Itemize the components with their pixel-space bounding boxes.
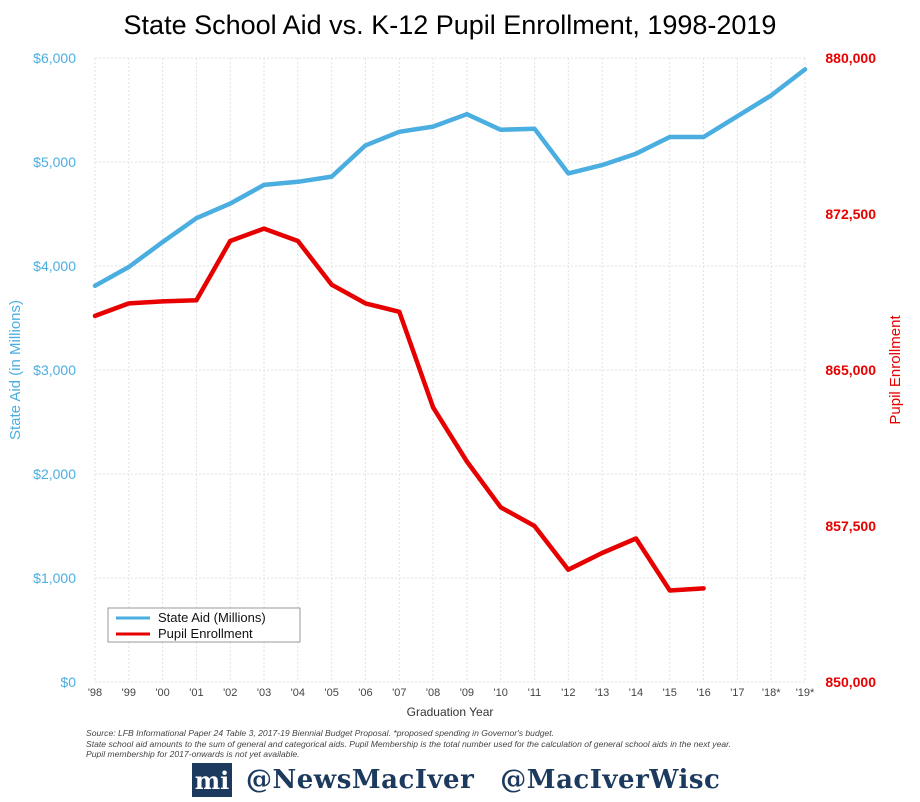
point-enrollment xyxy=(93,313,97,318)
point-enrollment xyxy=(532,524,537,528)
point-state-aid xyxy=(397,129,402,134)
point-enrollment xyxy=(464,459,469,464)
point-state-aid xyxy=(532,126,537,131)
x-tick-label: '19* xyxy=(796,687,815,699)
x-tick-label: '08 xyxy=(426,687,440,699)
point-state-aid xyxy=(803,67,807,72)
y-right-tick-label: 872,500 xyxy=(825,206,876,222)
y-right-tick-label: 857,500 xyxy=(825,518,876,534)
x-axis-ticks: '98 '99 '00 '01 '02 '03 '04 '05 '06 '07 '08 '09 '10 '… xyxy=(88,687,815,699)
point-state-aid xyxy=(295,179,300,184)
x-tick-label: '14 xyxy=(629,687,643,699)
x-tick-label: '05 xyxy=(324,687,338,699)
y-left-tick-label: $4,000 xyxy=(33,258,76,274)
grid xyxy=(94,57,806,683)
x-tick-label: '13 xyxy=(595,687,609,699)
dual-axis-line-chart: $0 $1,000 $2,000 $3,000 $4,000 $5,000 $6,000 8… xyxy=(7,50,904,719)
x-tick-label: '98 xyxy=(88,687,102,699)
point-enrollment xyxy=(633,536,638,541)
maciver-logo: mi xyxy=(192,763,232,797)
x-tick-label: '10 xyxy=(494,687,508,699)
chart-title: State School Aid vs. K-12 Pupil Enrollme… xyxy=(123,10,777,40)
x-tick-label: '16 xyxy=(696,687,710,699)
left-axis-ticks: $0 $1,000 $2,000 $3,000 $4,000 $5,000 $6,000 xyxy=(33,50,76,690)
point-enrollment xyxy=(160,299,165,304)
y-left-tick-label: $1,000 xyxy=(33,570,76,586)
y-left-tick-label: $2,000 xyxy=(33,466,76,482)
legend-box xyxy=(107,607,301,643)
source-line: State school aid amounts to the sum of g… xyxy=(86,738,732,749)
point-state-aid xyxy=(194,216,199,221)
point-enrollment xyxy=(228,239,233,244)
point-state-aid xyxy=(633,151,638,156)
series-line-state-aid xyxy=(92,67,808,289)
point-state-aid xyxy=(262,182,267,187)
point-state-aid xyxy=(431,124,436,129)
legend-label-enrollment: Pupil Enrollment xyxy=(158,626,253,641)
y-left-tick-label: $0 xyxy=(60,674,76,690)
y-left-tick-label: $6,000 xyxy=(33,50,76,66)
point-enrollment xyxy=(126,301,131,306)
legend-label-state-aid: State Aid (Millions) xyxy=(158,610,266,625)
y-right-tick-label: 865,000 xyxy=(825,362,876,378)
source-line: Source: LFB Informational Paper 24 Table… xyxy=(86,728,555,738)
y-right-tick-label: 850,000 xyxy=(825,674,876,690)
point-state-aid xyxy=(93,283,97,288)
point-state-aid xyxy=(498,127,503,132)
point-state-aid xyxy=(769,93,774,98)
point-enrollment xyxy=(701,586,706,591)
point-enrollment xyxy=(295,239,300,244)
right-axis-ticks: 850,000 857,500 865,000 872,500 880,000 xyxy=(825,50,876,690)
point-enrollment xyxy=(498,505,503,510)
source-note: Source: LFB Informational Paper 24 Table… xyxy=(86,728,826,760)
x-tick-label: '18* xyxy=(762,687,781,699)
x-tick-label: '02 xyxy=(223,687,237,699)
point-state-aid xyxy=(160,240,165,245)
point-state-aid xyxy=(735,114,740,119)
point-state-aid xyxy=(228,201,233,206)
point-state-aid xyxy=(126,265,131,270)
x-tick-label: '06 xyxy=(358,687,372,699)
point-state-aid xyxy=(329,174,334,179)
legend: State Aid (Millions) Pupil Enrollment xyxy=(107,607,301,643)
point-enrollment xyxy=(194,298,199,303)
point-state-aid xyxy=(464,112,469,117)
twitter-handle-maciver[interactable]: @MacIverWisc xyxy=(500,765,721,795)
point-enrollment xyxy=(262,226,267,231)
x-tick-label: '12 xyxy=(561,687,575,699)
point-enrollment xyxy=(363,301,368,306)
x-tick-label: '11 xyxy=(528,687,542,699)
x-tick-label: '15 xyxy=(663,687,677,699)
y-right-tick-label: 880,000 xyxy=(825,50,876,66)
point-enrollment xyxy=(566,567,571,572)
point-enrollment xyxy=(667,588,672,593)
x-tick-label: '03 xyxy=(257,687,271,699)
y-left-tick-label: $3,000 xyxy=(33,362,76,378)
y-axis-right-title: Pupil Enrollment xyxy=(887,315,904,425)
y-axis-left-title: State Aid (in Millions) xyxy=(7,300,24,440)
point-enrollment xyxy=(329,282,334,287)
x-tick-label: '99 xyxy=(122,687,136,699)
footer-brand: mi @NewsMacIver @MacIverWisc xyxy=(192,762,746,798)
x-axis-title: Graduation Year xyxy=(407,705,494,719)
source-line: Pupil membership for 2017-onwards is not… xyxy=(86,749,300,759)
y-left-tick-label: $5,000 xyxy=(33,154,76,170)
point-enrollment xyxy=(431,405,436,410)
point-enrollment xyxy=(397,309,402,314)
x-tick-label: '07 xyxy=(392,687,406,699)
twitter-handle-news[interactable]: @NewsMacIver xyxy=(246,765,475,795)
x-tick-label: '01 xyxy=(189,687,203,699)
x-tick-label: '00 xyxy=(155,687,169,699)
point-state-aid xyxy=(667,135,672,140)
point-state-aid xyxy=(363,143,368,148)
point-enrollment xyxy=(600,551,605,556)
x-tick-label: '04 xyxy=(291,687,305,699)
point-state-aid xyxy=(701,135,706,140)
point-state-aid xyxy=(566,171,571,176)
x-tick-label: '17 xyxy=(730,687,744,699)
point-state-aid xyxy=(600,163,605,168)
x-tick-label: '09 xyxy=(460,687,474,699)
series-lines xyxy=(92,67,808,593)
